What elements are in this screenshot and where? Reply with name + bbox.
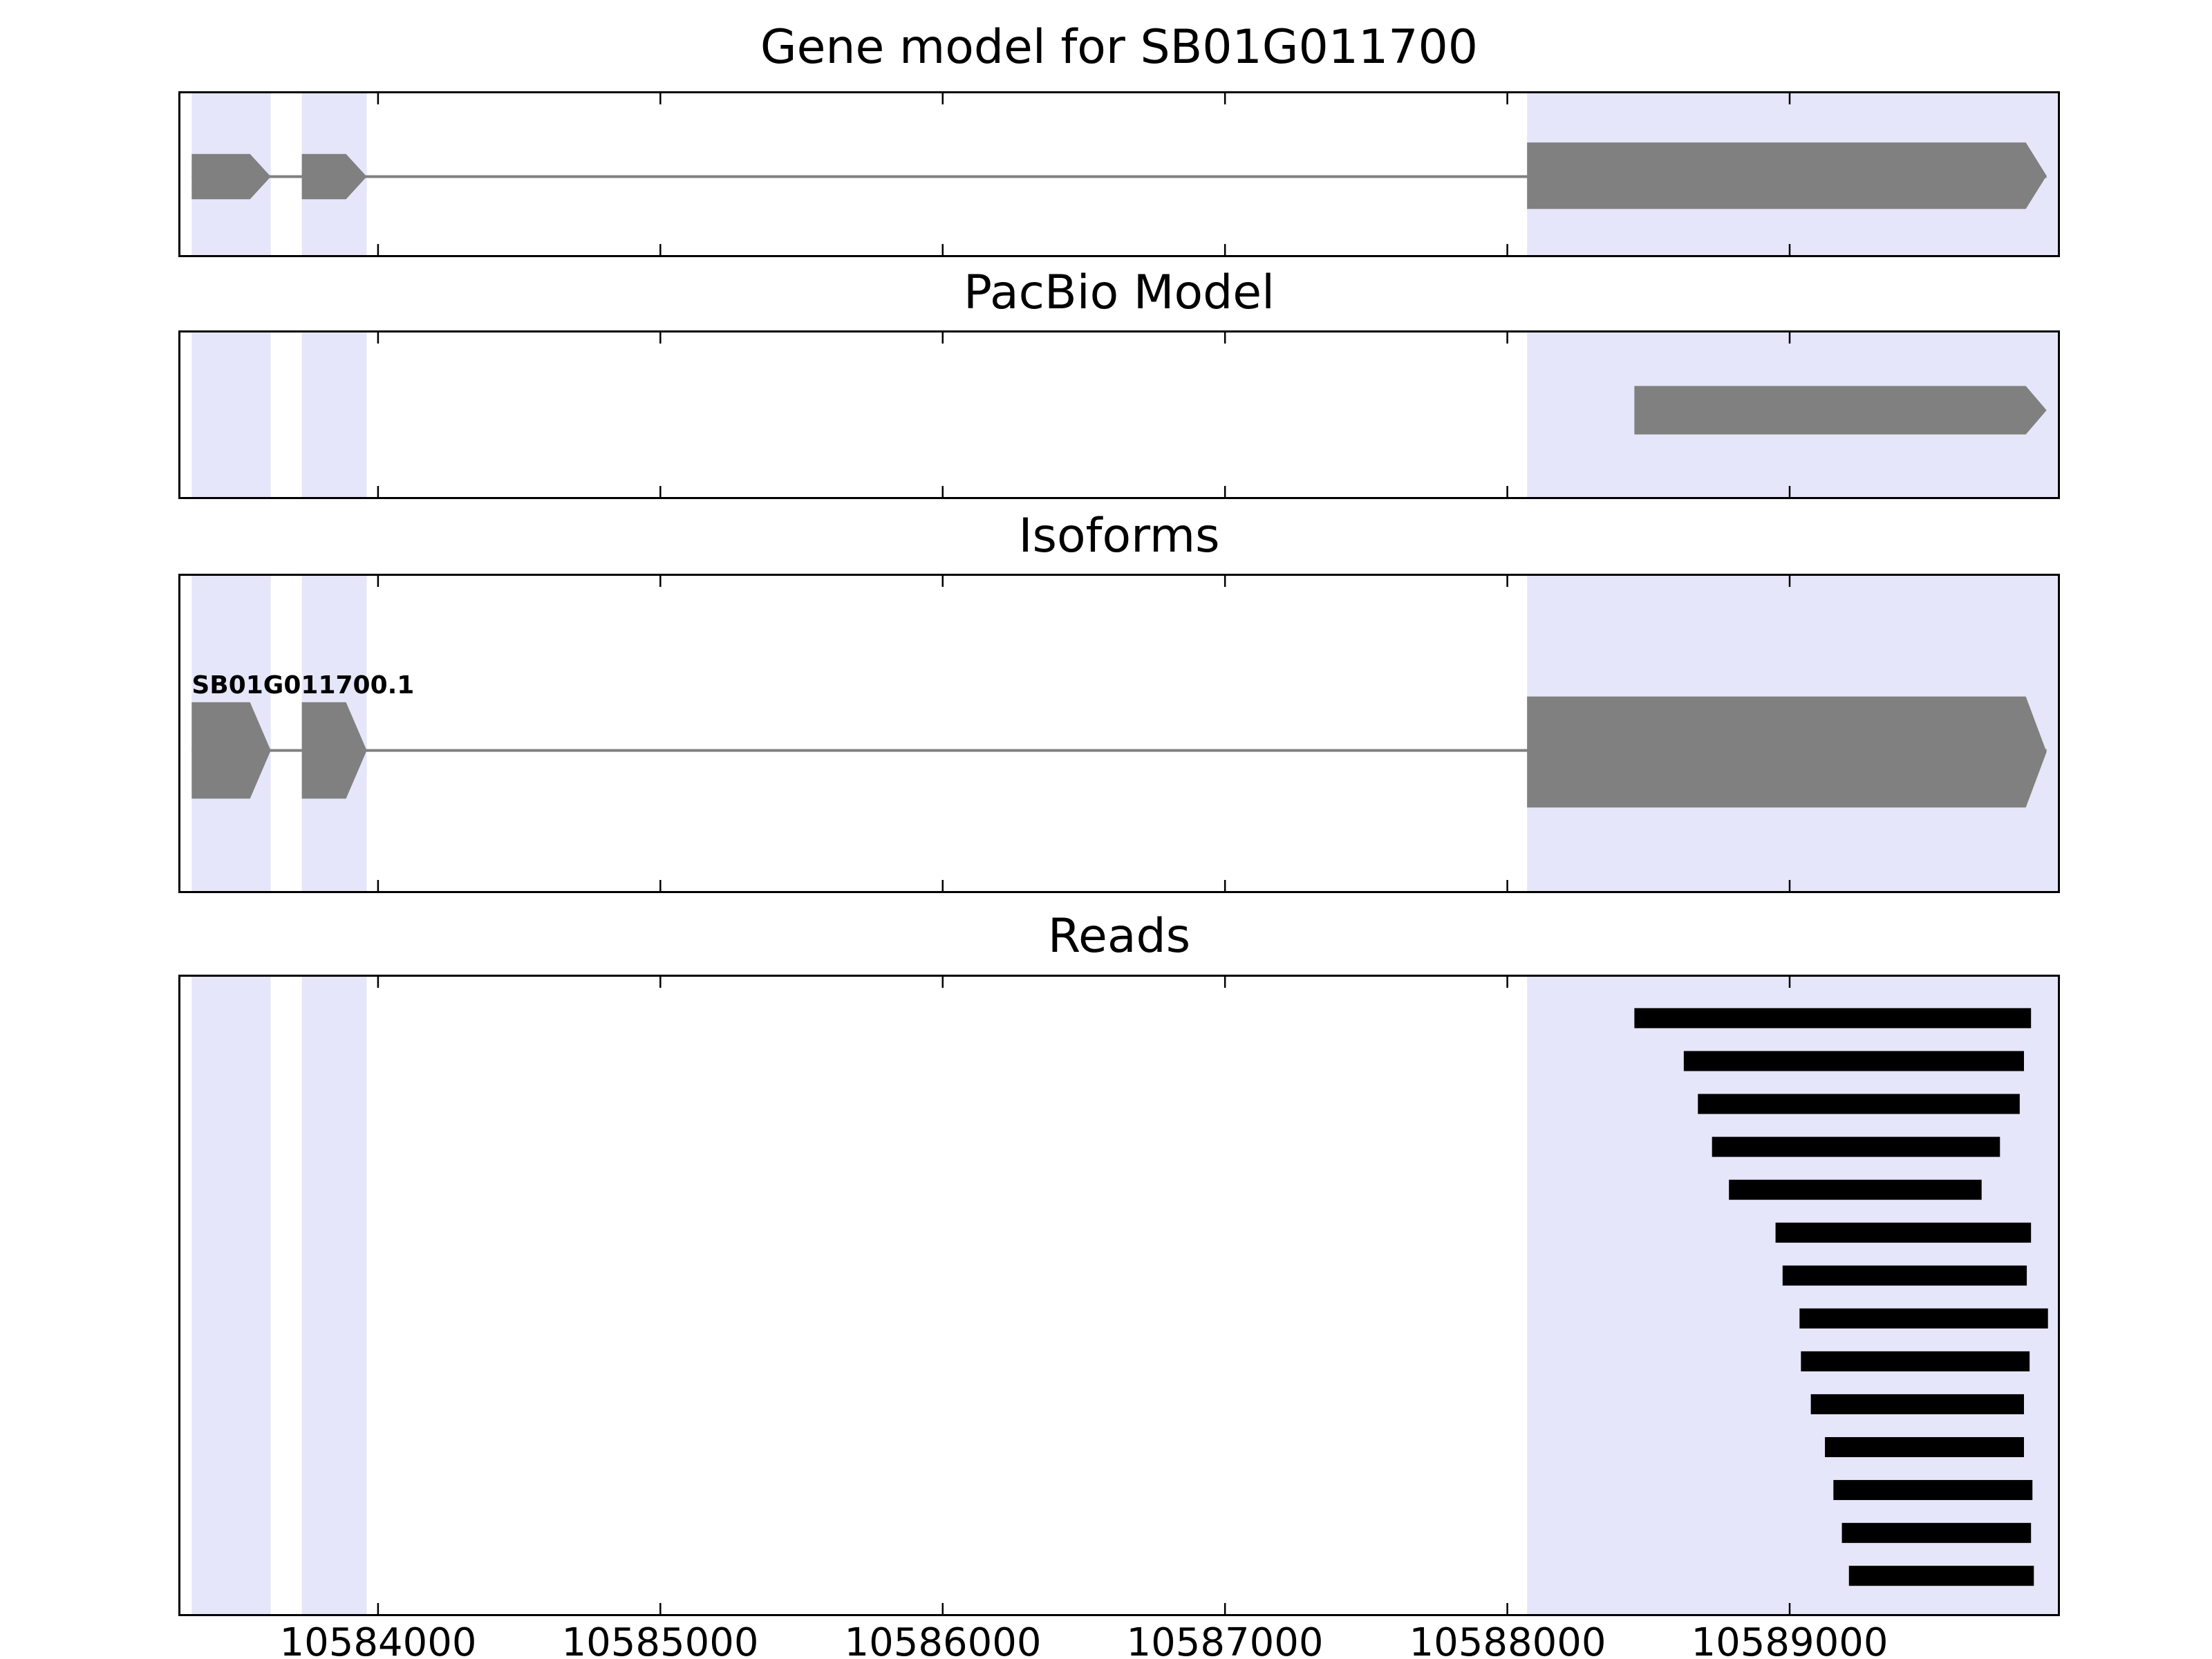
exon-arrow bbox=[1634, 386, 2047, 435]
read-bar bbox=[1683, 1051, 2024, 1071]
read-bar bbox=[1848, 1566, 2034, 1586]
read-bar bbox=[1729, 1179, 1982, 1200]
read-bar bbox=[1634, 1008, 2032, 1029]
exon-arrow bbox=[1527, 696, 2047, 808]
read-bar bbox=[1712, 1136, 2000, 1157]
exon-arrow bbox=[1527, 142, 2047, 209]
read-bar bbox=[1775, 1222, 2032, 1243]
read-bar bbox=[1801, 1351, 2030, 1371]
read-bar bbox=[1833, 1480, 2033, 1501]
x-axis: 10584000 10585000 10586000 10587000 1058… bbox=[180, 1620, 2058, 1659]
highlight-band bbox=[191, 977, 271, 1614]
read-bar bbox=[1799, 1308, 2048, 1329]
highlight-band bbox=[191, 332, 271, 497]
read-bar bbox=[1782, 1265, 2027, 1286]
exon-arrow bbox=[191, 153, 271, 200]
highlight-band bbox=[301, 332, 367, 497]
highlight-band bbox=[1527, 977, 2058, 1614]
highlight-band bbox=[301, 977, 367, 1614]
read-bar bbox=[1810, 1394, 2024, 1414]
x-tick-label: 10587000 bbox=[1126, 1620, 1324, 1659]
x-tick-label: 10584000 bbox=[279, 1620, 477, 1659]
exon-arrow bbox=[301, 702, 367, 799]
read-bar bbox=[1698, 1094, 2020, 1114]
x-tick-label: 10589000 bbox=[1691, 1620, 1888, 1659]
reads-title: Reads bbox=[1047, 909, 1191, 964]
x-tick-label: 10588000 bbox=[1409, 1620, 1606, 1659]
read-bar bbox=[1825, 1437, 2024, 1458]
isoforms-panel: SB01G011700.1 bbox=[178, 574, 2060, 893]
exon-arrow bbox=[301, 153, 367, 200]
x-tick-label: 10586000 bbox=[844, 1620, 1042, 1659]
x-tick-label: 10585000 bbox=[561, 1620, 759, 1659]
exon-arrow bbox=[191, 702, 271, 799]
isoform-label: SB01G011700.1 bbox=[191, 671, 414, 700]
reads-panel bbox=[178, 975, 2060, 1616]
pacbio-title: PacBio Model bbox=[964, 265, 1275, 320]
pacbio-panel bbox=[178, 330, 2060, 499]
read-bar bbox=[1841, 1523, 2032, 1544]
gene-model-title: Gene model for SB01G011700 bbox=[760, 20, 1479, 75]
isoforms-title: Isoforms bbox=[1018, 509, 1220, 563]
gene-model-panel bbox=[178, 91, 2060, 257]
